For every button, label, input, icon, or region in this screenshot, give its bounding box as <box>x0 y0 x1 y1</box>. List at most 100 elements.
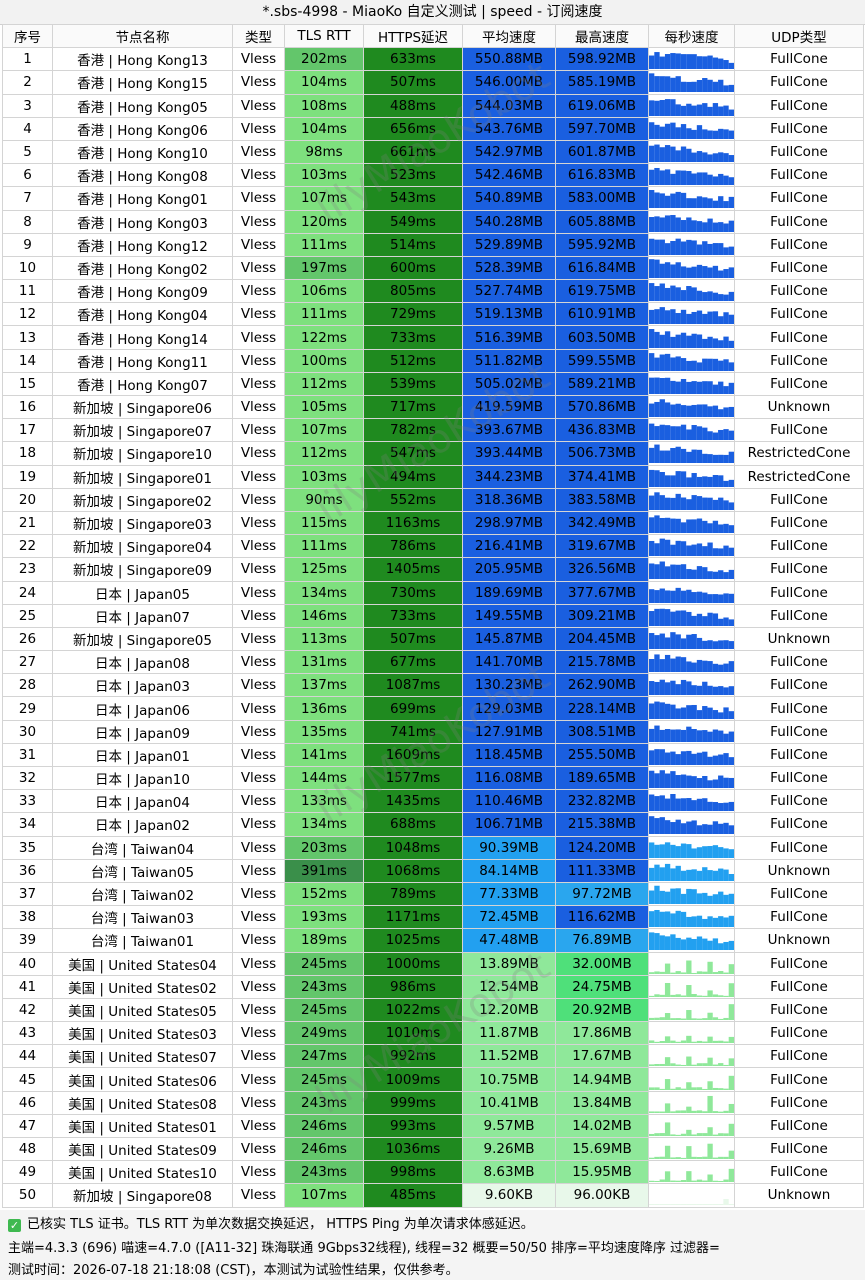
max-speed-value: 610.91MB <box>555 302 649 327</box>
table-row[interactable]: 3 香港 | Hong Kong05 Vless 108ms 488ms 544.03MB… <box>2 93 864 118</box>
table-row[interactable]: 24 日本 | Japan05 Vless 134ms 730ms 189.69MB 377… <box>2 580 864 605</box>
per-second-speed-sparkline <box>648 789 735 814</box>
table-row[interactable]: 6 香港 | Hong Kong08 Vless 103ms 523ms 542.46MB… <box>2 163 864 188</box>
table-row[interactable]: 37 台湾 | Taiwan02 Vless 152ms 789ms 77.33MB 97.… <box>2 881 864 907</box>
table-row[interactable]: 35 台湾 | Taiwan04 Vless 203ms 1048ms 90.39MB 12… <box>2 835 864 860</box>
header-max-speed[interactable]: 最高速度 <box>555 23 649 49</box>
table-row[interactable]: 25 日本 | Japan07 Vless 146ms 733ms 149.55MB 309… <box>2 603 864 628</box>
table-row[interactable]: 10 香港 | Hong Kong02 Vless 197ms 600ms 528.39M… <box>2 255 864 281</box>
table-row[interactable]: 49 美国 | United States10 Vless 243ms 998ms 8.6… <box>2 1160 864 1185</box>
sparkline-bar <box>718 128 724 139</box>
table-row[interactable]: 33 日本 | Japan04 Vless 133ms 1435ms 110.46MB 23… <box>2 789 864 814</box>
https-latency-value: 512ms <box>363 348 463 373</box>
table-row[interactable]: 16 新加坡 | Singapore06 Vless 105ms 717ms 419.59… <box>2 394 864 420</box>
table-row[interactable]: 44 美国 | United States07 Vless 247ms 992ms 11.… <box>2 1044 864 1069</box>
table-row[interactable]: 23 新加坡 | Singapore09 Vless 125ms 1405ms 205.9… <box>2 557 864 582</box>
header-https-latency[interactable]: HTTPS延迟 <box>363 23 463 49</box>
table-row[interactable]: 20 新加坡 | Singapore02 Vless 90ms 552ms 318.36M… <box>2 487 864 512</box>
table-row[interactable]: 28 日本 | Japan03 Vless 137ms 1087ms 130.23MB 26… <box>2 673 864 698</box>
table-row[interactable]: 46 美国 | United States08 Vless 243ms 999ms 10.… <box>2 1090 864 1115</box>
table-row[interactable]: 40 美国 | United States04 Vless 245ms 1000ms 13… <box>2 951 864 976</box>
sparkline-bar <box>728 570 734 580</box>
sparkline-bar <box>702 919 708 928</box>
table-row[interactable]: 38 台湾 | Taiwan03 Vless 193ms 1171ms 72.45MB 11… <box>2 905 864 930</box>
header-udp-type[interactable]: UDP类型 <box>734 23 864 49</box>
per-second-speed-sparkline <box>648 858 735 883</box>
table-row[interactable]: 26 新加坡 | Singapore05 Vless 113ms 507ms 145.87… <box>2 626 864 652</box>
table-row[interactable]: 19 新加坡 | Singapore01 Vless 103ms 494ms 344.23… <box>2 464 864 489</box>
sparkline-bar <box>670 214 676 232</box>
table-row[interactable]: 1 香港 | Hong Kong13 Vless 202ms 633ms 550.88MB… <box>2 47 864 72</box>
table-row[interactable]: 50 新加坡 | Singapore08 Vless 107ms 485ms 9.60KB… <box>2 1183 864 1208</box>
table-row[interactable]: 47 美国 | United States01 Vless 246ms 993ms 9.5… <box>2 1113 864 1139</box>
sparkline-bar <box>723 777 729 789</box>
udp-type-value: FullCone <box>734 163 864 188</box>
table-row[interactable]: 29 日本 | Japan06 Vless 136ms 699ms 129.03MB 228… <box>2 696 864 721</box>
table-row[interactable]: 22 新加坡 | Singapore04 Vless 111ms 786ms 216.41… <box>2 534 864 559</box>
sparkline-bar <box>728 452 734 464</box>
header-index[interactable]: 序号 <box>2 23 53 49</box>
table-row[interactable]: 34 日本 | Japan02 Vless 134ms 688ms 106.71MB 215… <box>2 812 864 837</box>
table-row[interactable]: 12 香港 | Hong Kong04 Vless 111ms 729ms 519.13M… <box>2 302 864 327</box>
sparkline-bar <box>664 242 671 255</box>
header-type[interactable]: 类型 <box>232 23 285 49</box>
sparkline-bar <box>712 1204 719 1206</box>
table-row[interactable]: 39 台湾 | Taiwan01 Vless 189ms 1025ms 47.48MB 76… <box>2 928 864 953</box>
header-node-name[interactable]: 节点名称 <box>52 23 233 49</box>
sparkline-bar <box>686 750 692 765</box>
sparkline-bar <box>712 1181 719 1183</box>
sparkline-bar <box>718 242 724 255</box>
header-per-second-speed[interactable]: 每秒速度 <box>648 23 735 49</box>
sparkline-bar <box>728 778 734 789</box>
sparkline-bar <box>680 751 687 765</box>
table-row[interactable]: 27 日本 | Japan08 Vless 131ms 677ms 141.70MB 215… <box>2 650 864 675</box>
sparkline-bar <box>649 681 655 696</box>
sparkline-bar <box>675 53 681 70</box>
protocol-type: Vless <box>232 163 285 188</box>
protocol-type: Vless <box>232 1113 285 1139</box>
table-row[interactable]: 36 台湾 | Taiwan05 Vless 391ms 1068ms 84.14MB 11… <box>2 858 864 883</box>
sparkline-bar <box>654 377 660 394</box>
table-row[interactable]: 13 香港 | Hong Kong14 Vless 122ms 733ms 516.39M… <box>2 325 864 350</box>
table-row[interactable]: 32 日本 | Japan10 Vless 144ms 1577ms 116.08MB 18… <box>2 765 864 791</box>
sparkline-bar <box>723 294 729 302</box>
table-row[interactable]: 42 美国 | United States05 Vless 245ms 1022ms 12… <box>2 997 864 1023</box>
sparkline-bar <box>718 316 724 325</box>
table-row[interactable]: 14 香港 | Hong Kong11 Vless 100ms 512ms 511.82M… <box>2 348 864 373</box>
sparkline-bar <box>718 106 724 116</box>
header-avg-speed[interactable]: 平均速度 <box>462 23 556 49</box>
table-row[interactable]: 7 香港 | Hong Kong01 Vless 107ms 543ms 540.89MB… <box>2 186 864 211</box>
udp-type-value: FullCone <box>734 1136 864 1162</box>
avg-speed-value: 9.57MB <box>462 1113 556 1139</box>
table-row[interactable]: 8 香港 | Hong Kong03 Vless 120ms 549ms 540.28MB… <box>2 209 864 234</box>
table-row[interactable]: 5 香港 | Hong Kong10 Vless 98ms 661ms 542.97MB 6… <box>2 139 864 165</box>
avg-speed-value: 393.67MB <box>462 418 556 443</box>
sparkline-bar <box>649 145 655 163</box>
table-row[interactable]: 9 香港 | Hong Kong12 Vless 111ms 514ms 529.89MB… <box>2 232 864 257</box>
header-tls-rtt[interactable]: TLS RTT <box>284 23 364 49</box>
sparkline-bar <box>712 311 719 325</box>
sparkline-bar <box>686 360 692 371</box>
table-row[interactable]: 11 香港 | Hong Kong09 Vless 106ms 805ms 527.74M… <box>2 279 864 304</box>
table-row[interactable]: 45 美国 | United States06 Vless 245ms 1009ms 10… <box>2 1067 864 1092</box>
sparkline-bar <box>675 1110 681 1113</box>
table-row[interactable]: 4 香港 | Hong Kong06 Vless 104ms 656ms 543.76MB… <box>2 116 864 141</box>
table-row[interactable]: 17 新加坡 | Singapore07 Vless 107ms 782ms 393.67… <box>2 418 864 443</box>
table-row[interactable]: 2 香港 | Hong Kong15 Vless 104ms 507ms 546.00MB… <box>2 70 864 95</box>
sparkline-bar <box>659 817 665 835</box>
tls-rtt-value: 141ms <box>284 742 364 768</box>
table-row[interactable]: 15 香港 | Hong Kong07 Vless 112ms 539ms 505.02M… <box>2 371 864 397</box>
row-index: 43 <box>2 1021 53 1046</box>
table-row[interactable]: 21 新加坡 | Singapore03 Vless 115ms 1163ms 298.9… <box>2 510 864 536</box>
table-row[interactable]: 30 日本 | Japan09 Vless 135ms 741ms 127.91MB 308… <box>2 719 864 744</box>
table-row[interactable]: 41 美国 | United States02 Vless 243ms 986ms 12.… <box>2 974 864 999</box>
footer-info: ✓ 已核实 TLS 证书。TLS RTT 为单次数据交换延迟， HTTPS Pin… <box>0 1210 865 1280</box>
sparkline-bar <box>654 971 660 974</box>
table-row[interactable]: 48 美国 | United States09 Vless 246ms 1036ms 9.… <box>2 1136 864 1162</box>
sparkline-bar <box>723 129 729 139</box>
sparkline-bar <box>718 430 724 441</box>
https-latency-value: 998ms <box>363 1160 463 1185</box>
table-row[interactable]: 43 美国 | United States03 Vless 249ms 1010ms 11… <box>2 1021 864 1046</box>
table-row[interactable]: 18 新加坡 | Singapore10 Vless 112ms 547ms 393.44… <box>2 441 864 466</box>
table-row[interactable]: 31 日本 | Japan01 Vless 141ms 1609ms 118.45MB 25… <box>2 742 864 768</box>
